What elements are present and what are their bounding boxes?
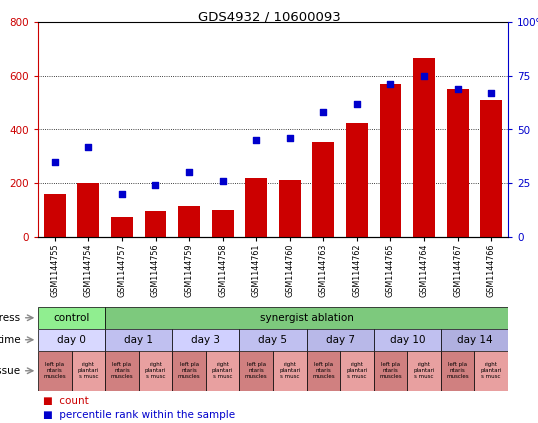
Text: right
plantari
s musc: right plantari s musc [413, 363, 435, 379]
Bar [72, 351, 105, 391]
Point [420, 72, 428, 79]
Text: stress: stress [0, 313, 21, 323]
Bar [77, 183, 100, 237]
Bar [413, 58, 435, 237]
Point [386, 81, 395, 88]
Bar [340, 351, 374, 391]
Point [487, 90, 495, 96]
Point [151, 182, 160, 189]
Point [185, 169, 193, 176]
Bar [441, 351, 475, 391]
Bar [279, 181, 301, 237]
Bar [172, 351, 206, 391]
Text: left pla
ntaris
muscles: left pla ntaris muscles [44, 363, 66, 379]
Bar [139, 351, 172, 391]
Text: right
plantari
s musc: right plantari s musc [346, 363, 367, 379]
Bar [380, 84, 401, 237]
Text: right
plantari
s musc: right plantari s musc [279, 363, 301, 379]
Bar [447, 89, 469, 237]
Bar [273, 351, 307, 391]
Bar [105, 351, 139, 391]
Text: tissue: tissue [0, 366, 21, 376]
Text: left pla
ntaris
muscles: left pla ntaris muscles [312, 363, 335, 379]
Text: left pla
ntaris
muscles: left pla ntaris muscles [379, 363, 402, 379]
Text: GDS4932 / 10600093: GDS4932 / 10600093 [197, 11, 341, 24]
Bar [374, 329, 441, 351]
Point [454, 85, 462, 92]
Text: control: control [53, 313, 90, 323]
Bar [206, 351, 239, 391]
Text: right
plantari
s musc: right plantari s musc [212, 363, 233, 379]
Bar [313, 142, 334, 237]
Bar [239, 329, 307, 351]
Text: time: time [0, 335, 21, 345]
Text: synergist ablation: synergist ablation [260, 313, 353, 323]
Text: day 0: day 0 [57, 335, 86, 345]
Bar [374, 351, 407, 391]
Text: right
plantari
s musc: right plantari s musc [145, 363, 166, 379]
Bar [441, 329, 508, 351]
Text: day 5: day 5 [258, 335, 287, 345]
Bar [212, 210, 233, 237]
Bar [480, 100, 502, 237]
Text: right
plantari
s musc: right plantari s musc [77, 363, 99, 379]
Text: day 10: day 10 [390, 335, 425, 345]
Point [218, 178, 227, 184]
Bar [475, 351, 508, 391]
Point [352, 100, 361, 107]
Bar [172, 329, 239, 351]
Text: ■  count: ■ count [44, 396, 89, 406]
Bar [239, 351, 273, 391]
Bar [44, 194, 66, 237]
Point [319, 109, 328, 116]
Bar [105, 329, 172, 351]
Point [252, 137, 260, 144]
Bar [346, 123, 368, 237]
Point [118, 190, 126, 197]
Text: left pla
ntaris
muscles: left pla ntaris muscles [245, 363, 267, 379]
Bar [245, 178, 267, 237]
Bar [38, 307, 105, 329]
Text: left pla
ntaris
muscles: left pla ntaris muscles [178, 363, 200, 379]
Text: day 14: day 14 [457, 335, 492, 345]
Bar [307, 351, 340, 391]
Bar [145, 212, 166, 237]
Bar [38, 351, 72, 391]
Bar [407, 351, 441, 391]
Text: ■  percentile rank within the sample: ■ percentile rank within the sample [44, 410, 236, 420]
Bar [38, 329, 105, 351]
Point [84, 143, 93, 150]
Text: right
plantari
s musc: right plantari s musc [480, 363, 502, 379]
Text: day 1: day 1 [124, 335, 153, 345]
Bar [105, 307, 508, 329]
Bar [178, 206, 200, 237]
Bar [111, 217, 133, 237]
Text: day 7: day 7 [325, 335, 355, 345]
Text: left pla
ntaris
muscles: left pla ntaris muscles [111, 363, 133, 379]
Point [286, 135, 294, 141]
Point [51, 158, 59, 165]
Bar [307, 329, 374, 351]
Text: day 3: day 3 [192, 335, 221, 345]
Text: left pla
ntaris
muscles: left pla ntaris muscles [447, 363, 469, 379]
